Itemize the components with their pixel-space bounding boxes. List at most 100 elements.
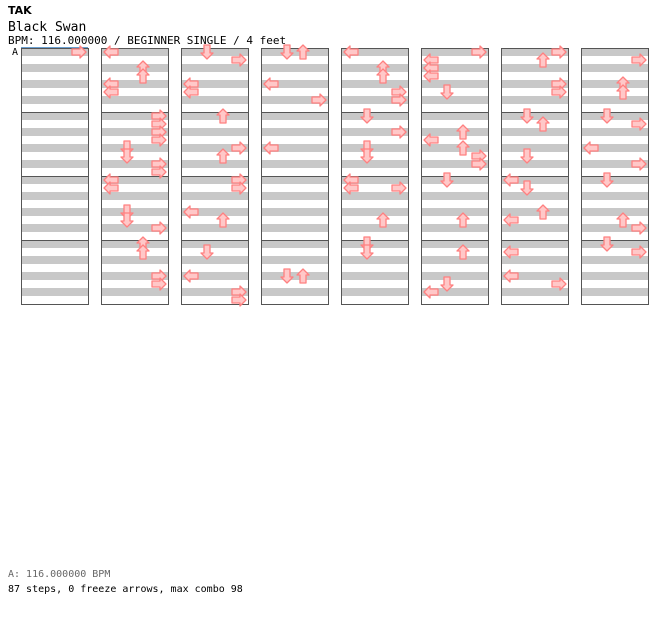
note-arrow-down: [360, 148, 374, 164]
beat-band: [181, 64, 248, 72]
beat-band: [581, 288, 648, 296]
beat-band: [101, 144, 168, 152]
beat-band: [261, 288, 328, 296]
note-arrow-down: [360, 108, 374, 124]
beat-band: [341, 128, 408, 136]
measure-box: [181, 112, 249, 177]
note-arrow-left: [103, 85, 119, 99]
measure-box: [341, 112, 409, 177]
note-arrow-up: [456, 212, 470, 228]
measure-box: [21, 240, 89, 305]
note-arrow-up: [536, 116, 550, 132]
beat-band: [501, 80, 568, 88]
note-arrow-right: [151, 221, 167, 235]
beat-band: [21, 240, 88, 248]
beat-band: [581, 160, 648, 168]
beat-band: [261, 48, 328, 56]
note-arrow-left: [103, 77, 119, 91]
measure-box: [261, 240, 329, 305]
note-arrow-right: [151, 133, 167, 147]
beat-band: [101, 176, 168, 184]
beat-band: [21, 128, 88, 136]
beat-band: [341, 144, 408, 152]
note-arrow-right: [631, 157, 647, 171]
step-stats: 87 steps, 0 freeze arrows, max combo 98: [8, 584, 243, 595]
beat-band: [101, 256, 168, 264]
note-arrow-left: [103, 173, 119, 187]
note-arrow-right: [551, 85, 567, 99]
note-arrow-up: [376, 212, 390, 228]
measure-box: [101, 240, 169, 305]
beat-band: [101, 64, 168, 72]
note-arrow-left: [183, 85, 199, 99]
note-arrow-up: [616, 84, 630, 100]
note-arrow-up: [616, 212, 630, 228]
beat-band: [341, 96, 408, 104]
beat-band: [101, 240, 168, 248]
beat-band: [341, 176, 408, 184]
measure-box: [261, 176, 329, 241]
beat-band: [21, 160, 88, 168]
note-arrow-left: [503, 173, 519, 187]
beat-band: [581, 176, 648, 184]
beat-band: [101, 160, 168, 168]
beat-band: [341, 160, 408, 168]
beat-band: [421, 80, 488, 88]
beat-band: [501, 288, 568, 296]
song-title: Black Swan: [8, 20, 87, 35]
beat-band: [261, 144, 328, 152]
note-arrow-left: [263, 77, 279, 91]
beat-band: [501, 48, 568, 56]
beat-band: [581, 48, 648, 56]
beat-band: [261, 176, 328, 184]
beat-band: [341, 272, 408, 280]
note-arrow-right: [631, 245, 647, 259]
measure-box: [21, 176, 89, 241]
beat-band: [181, 240, 248, 248]
note-arrow-down: [440, 276, 454, 292]
beat-band: [501, 64, 568, 72]
beat-band: [581, 112, 648, 120]
measure-box: [501, 112, 569, 177]
beat-band: [101, 48, 168, 56]
beat-band: [501, 160, 568, 168]
measure-box: [21, 48, 89, 113]
beat-band: [341, 80, 408, 88]
note-arrow-up: [376, 68, 390, 84]
beat-band: [581, 256, 648, 264]
note-arrow-right: [231, 141, 247, 155]
beat-band: [101, 224, 168, 232]
measure-border: [341, 240, 409, 305]
beat-band: [421, 128, 488, 136]
beat-band: [261, 64, 328, 72]
beat-band: [21, 64, 88, 72]
note-arrow-up: [536, 204, 550, 220]
note-arrow-right: [551, 77, 567, 91]
beat-band: [181, 160, 248, 168]
note-arrow-up: [456, 244, 470, 260]
beat-band: [421, 272, 488, 280]
beat-band: [341, 240, 408, 248]
beat-band: [581, 64, 648, 72]
note-arrow-left: [423, 69, 439, 83]
beat-band: [21, 288, 88, 296]
beat-band: [501, 224, 568, 232]
note-arrow-left: [103, 45, 119, 59]
beat-band: [21, 176, 88, 184]
note-arrow-down: [200, 244, 214, 260]
note-arrow-left: [183, 269, 199, 283]
beat-band: [101, 112, 168, 120]
note-arrow-down: [600, 172, 614, 188]
beat-band: [501, 240, 568, 248]
measure-border: [21, 240, 89, 305]
beat-band: [261, 240, 328, 248]
measure-box: [261, 112, 329, 177]
beat-band: [501, 112, 568, 120]
note-arrow-right: [151, 165, 167, 179]
beat-band: [581, 80, 648, 88]
beat-band: [21, 256, 88, 264]
note-arrow-left: [423, 285, 439, 299]
beat-band: [261, 192, 328, 200]
beat-band: [501, 208, 568, 216]
note-arrow-right: [231, 173, 247, 187]
